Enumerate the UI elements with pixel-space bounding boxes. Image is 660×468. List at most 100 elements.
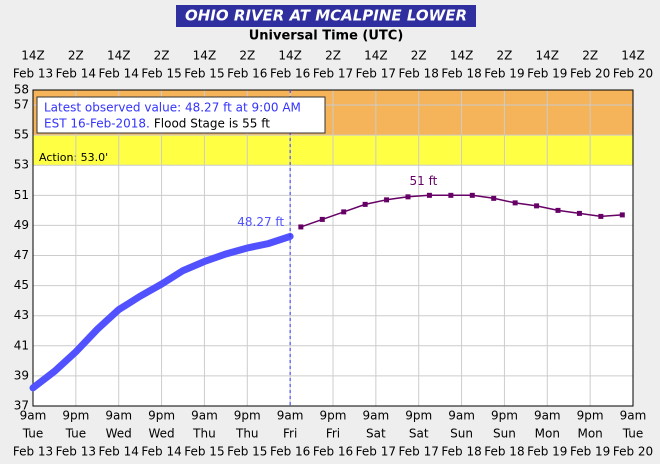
x-tick-label: 9pm: [148, 409, 175, 423]
top-tick-label: 14Z: [621, 49, 645, 63]
annotation-text: Latest observed value: 48.27 ft at 9:00 …: [44, 101, 301, 115]
x-tick-label: Feb 19: [527, 445, 567, 459]
x-tick-label: 9pm: [62, 409, 89, 423]
x-tick-label: 9pm: [320, 409, 347, 423]
forecast-point: [384, 197, 390, 203]
top-tick-label: Feb 15: [184, 67, 224, 81]
x-tick-label: 9am: [534, 409, 561, 423]
axis-title: Universal Time (UTC): [249, 29, 404, 44]
data-label: 48.27 ft: [237, 215, 284, 229]
top-tick-label: Feb 16: [270, 67, 310, 81]
x-tick-label: Tue: [22, 427, 44, 441]
x-tick-label: Tue: [622, 427, 644, 441]
data-label: 51 ft: [410, 174, 438, 188]
top-tick-label: 2Z: [582, 49, 598, 63]
x-tick-label: Feb 16: [270, 445, 310, 459]
chart-title: OHIO RIVER AT MCALPINE LOWER: [185, 7, 467, 25]
annotation-text: EST 16-Feb-2018.: [44, 117, 150, 131]
annotation-box: [36, 96, 326, 134]
x-tick-label: Feb 14: [141, 445, 181, 459]
x-tick-label: 9am: [277, 409, 304, 423]
forecast-point: [341, 209, 347, 215]
y-tick-label: 58: [14, 83, 29, 97]
x-tick-label: Sat: [409, 427, 429, 441]
y-tick-label: 47: [14, 248, 29, 262]
y-tick-label: 49: [14, 218, 29, 232]
x-tick-label: Mon: [577, 427, 602, 441]
x-tick-label: Feb 14: [99, 445, 139, 459]
top-tick-label: 14Z: [21, 49, 45, 63]
x-tick-label: Tue: [65, 427, 87, 441]
forecast-point: [555, 207, 561, 213]
forecast-point: [469, 192, 475, 198]
plot-frame: [32, 89, 634, 407]
top-tick-label: Feb 13: [13, 67, 53, 81]
y-tick-label: 51: [14, 188, 29, 202]
x-tick-label: Sun: [450, 427, 473, 441]
x-tick-label: Feb 15: [184, 445, 224, 459]
top-tick-label: Feb 16: [227, 67, 267, 81]
x-tick-label: Feb 20: [613, 445, 653, 459]
top-tick-label: Feb 20: [613, 67, 653, 81]
x-tick-label: Sun: [493, 427, 516, 441]
top-tick-label: 2Z: [68, 49, 84, 63]
x-tick-label: Feb 15: [227, 445, 267, 459]
x-tick-label: 9pm: [405, 409, 432, 423]
y-tick-label: 57: [14, 98, 29, 112]
x-tick-label: Wed: [148, 427, 174, 441]
x-tick-label: 9am: [363, 409, 390, 423]
y-tick-label: 37: [14, 399, 29, 413]
forecast-point: [534, 203, 540, 209]
x-tick-label: Feb 16: [313, 445, 353, 459]
forecast-point: [619, 212, 625, 218]
title-bar: [176, 5, 476, 27]
x-tick-label: Sat: [366, 427, 386, 441]
top-tick-label: 2Z: [239, 49, 255, 63]
top-tick-label: Feb 20: [570, 67, 610, 81]
forecast-point: [448, 192, 454, 198]
y-tick-label: 41: [14, 338, 29, 352]
top-tick-label: Feb 14: [56, 67, 96, 81]
top-tick-label: Feb 18: [441, 67, 481, 81]
top-tick-label: Feb 14: [99, 67, 139, 81]
top-tick-label: Feb 15: [141, 67, 181, 81]
forecast-point: [362, 201, 368, 207]
forecast-point: [426, 192, 432, 198]
x-tick-label: 9am: [448, 409, 475, 423]
top-tick-label: 14Z: [364, 49, 388, 63]
x-tick-label: 9am: [105, 409, 132, 423]
x-tick-label: Feb 13: [13, 445, 53, 459]
top-tick-label: 14Z: [536, 49, 560, 63]
x-tick-label: Feb 17: [399, 445, 439, 459]
forecast-point: [405, 194, 411, 200]
x-tick-label: 9pm: [234, 409, 261, 423]
x-tick-label: Fri: [326, 427, 340, 441]
y-tick-label: 45: [14, 278, 29, 292]
y-tick-label: 43: [14, 308, 29, 322]
forecast-point: [491, 195, 497, 201]
top-tick-label: 2Z: [411, 49, 427, 63]
x-tick-label: Feb 18: [484, 445, 524, 459]
x-tick-label: Feb 13: [56, 445, 96, 459]
top-tick-label: 14Z: [450, 49, 474, 63]
x-tick-label: Feb 19: [570, 445, 610, 459]
series-line: [300, 194, 624, 228]
y-tick-label: 39: [14, 368, 29, 382]
x-tick-label: Thu: [235, 427, 259, 441]
forecast-point: [319, 216, 325, 222]
y-tick-label: 55: [14, 128, 29, 142]
x-tick-label: Fri: [283, 427, 297, 441]
top-tick-label: Feb 19: [484, 67, 524, 81]
x-tick-label: 9am: [620, 409, 647, 423]
x-tick-label: Wed: [106, 427, 132, 441]
top-tick-label: Feb 19: [527, 67, 567, 81]
x-tick-label: Thu: [192, 427, 216, 441]
top-tick-label: 2Z: [325, 49, 341, 63]
top-tick-label: Feb 17: [356, 67, 396, 81]
band-label: Action: 53.0': [39, 151, 108, 164]
y-tick-label: 53: [14, 158, 29, 172]
x-tick-label: 9pm: [491, 409, 518, 423]
top-tick-label: 2Z: [154, 49, 170, 63]
x-tick-label: 9am: [191, 409, 218, 423]
